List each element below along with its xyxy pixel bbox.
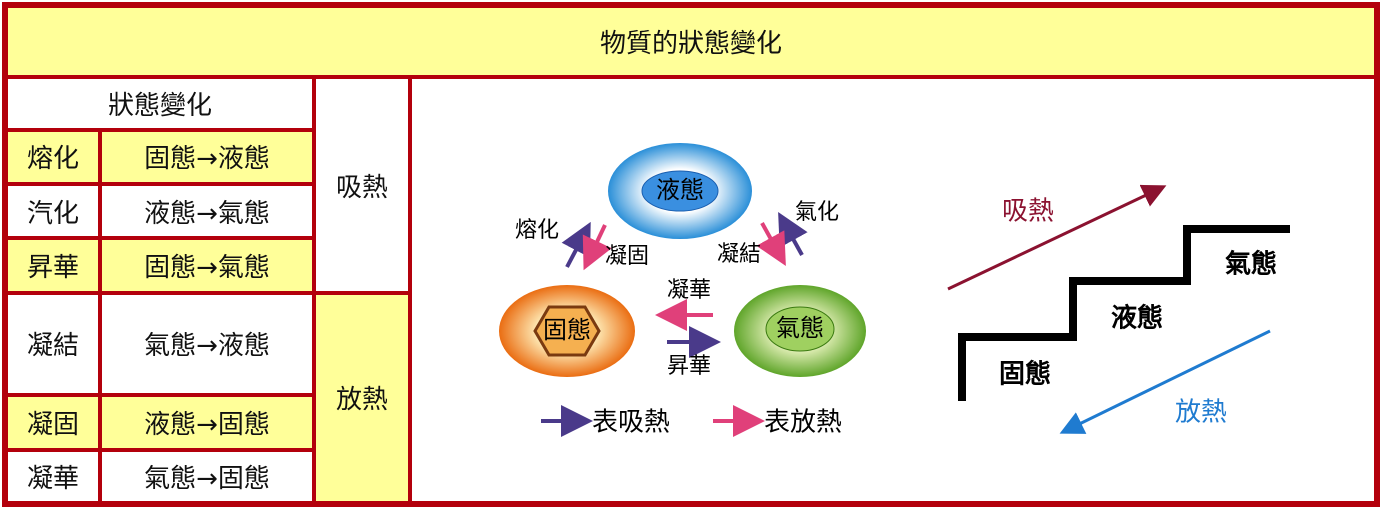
stairs: 吸熱 放熱 固態 液態 氣態 xyxy=(947,185,1290,435)
absorb-arrow xyxy=(947,185,1167,291)
liquid-badge xyxy=(641,170,719,212)
diagram: 液態 固態 氣態 熔化 凝固 氣化 凝結 凝華 昇華 表吸熱 xyxy=(499,143,1290,438)
change-cell: 固態→氣態 xyxy=(98,236,316,295)
process-cell: 昇華 xyxy=(3,236,102,295)
state-label: 氣態 xyxy=(776,314,824,342)
transition-label: 凝華 xyxy=(667,278,711,303)
absorb-label: 吸熱 xyxy=(1002,197,1054,227)
arrow xyxy=(561,222,591,269)
cycle: 液態 固態 氣態 熔化 凝固 氣化 凝結 凝華 昇華 表吸熱 xyxy=(499,143,866,438)
state-label: 液態 xyxy=(656,176,704,204)
process-cell: 凝結 xyxy=(3,290,102,398)
level-label: 氣態 xyxy=(1225,249,1277,280)
gas-badge xyxy=(765,306,835,352)
group-cell: 放熱 xyxy=(312,290,412,507)
solid-badge xyxy=(533,305,601,357)
process-cell: 熔化 xyxy=(3,127,102,187)
arrow xyxy=(778,212,808,257)
change-cell: 氣態→固態 xyxy=(98,447,316,507)
stair-line xyxy=(958,225,1290,402)
process-cell: 凝華 xyxy=(3,447,102,507)
level-label: 液態 xyxy=(1111,303,1163,334)
transition-label: 熔化 xyxy=(515,218,559,243)
diagram-cell: 液態 固態 氣態 熔化 凝固 氣化 凝結 凝華 昇華 表吸熱 xyxy=(408,75,1379,506)
process-cell: 汽化 xyxy=(3,182,102,241)
arrow xyxy=(756,222,786,267)
legend-label: 表放熱 xyxy=(764,408,842,438)
arrow xyxy=(582,224,612,271)
release-label: 放熱 xyxy=(1175,398,1227,428)
transition-label: 氣化 xyxy=(795,200,839,225)
change-cell: 氣態→液態 xyxy=(98,290,316,398)
change-cell: 液態→氣態 xyxy=(98,182,316,241)
table-title: 物質的狀態變化 xyxy=(3,2,1379,80)
release-arrow xyxy=(1059,330,1271,435)
legend-label: 表吸熱 xyxy=(592,408,670,438)
header-cell: 狀態變化 xyxy=(3,75,316,132)
process-cell: 凝固 xyxy=(3,393,102,452)
transition-label: 凝固 xyxy=(605,244,649,269)
change-cell: 液態→固態 xyxy=(98,393,316,452)
level-label: 固態 xyxy=(999,359,1051,390)
group-cell: 吸熱 xyxy=(312,75,412,295)
change-cell: 固態→液態 xyxy=(98,127,316,187)
transition-label: 昇華 xyxy=(667,354,711,379)
transition-label: 凝結 xyxy=(717,242,761,267)
state-label: 固態 xyxy=(543,316,591,344)
